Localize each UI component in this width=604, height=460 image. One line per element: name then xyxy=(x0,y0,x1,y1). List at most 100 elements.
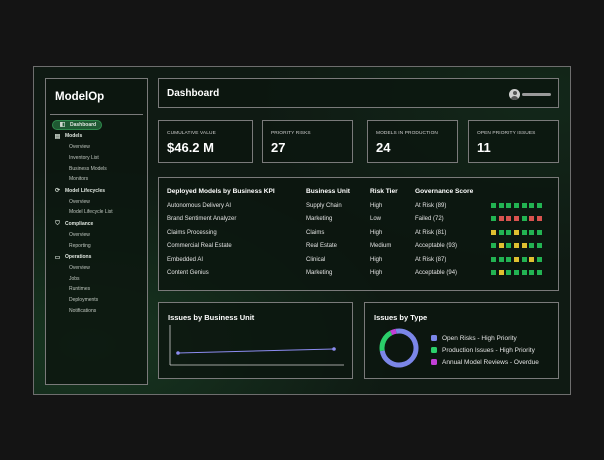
sidebar-item-label: Models xyxy=(65,133,83,140)
user-name-placeholder[interactable] xyxy=(522,93,551,96)
governance-indicator-green xyxy=(537,229,543,235)
table-cell-unit: Real Estate xyxy=(306,243,338,250)
legend-item[interactable]: Open Risks - High Priority xyxy=(431,332,539,344)
sidebar-subitem[interactable]: Deployments xyxy=(69,297,99,304)
governance-indicator-green xyxy=(506,256,512,262)
governance-indicator-green xyxy=(521,216,527,222)
legend-label: Annual Model Reviews - Overdue xyxy=(442,358,539,366)
sidebar-item-model-lifecycles[interactable]: ⟳ Model Lifecycles xyxy=(52,185,143,197)
legend-swatch xyxy=(431,335,437,341)
table-cell-unit: Supply Chain xyxy=(306,202,342,209)
governance-indicator-yellow xyxy=(514,229,520,235)
table-row[interactable]: Claims Processing Claims High At Risk (81) xyxy=(167,226,547,240)
shield-icon: ⛉ xyxy=(55,220,60,227)
legend-label: Production Issues - High Priority xyxy=(442,346,535,354)
governance-indicator-yellow xyxy=(491,229,496,235)
legend-swatch xyxy=(431,359,437,365)
issues-by-business-unit-panel: Issues by Business Unit xyxy=(158,302,353,379)
sidebar-subitem[interactable]: Overview xyxy=(69,144,90,150)
sidebar-subitem[interactable]: Reporting xyxy=(69,242,91,249)
governance-indicator-green xyxy=(521,229,527,235)
governance-indicators xyxy=(491,226,547,240)
column-header-risk-tier[interactable]: Risk Tier xyxy=(370,188,398,195)
active-nav-pill: ◧ Dashboard xyxy=(52,119,103,130)
issues-by-type-panel: Issues by Type Open Risks - High Priorit… xyxy=(364,302,559,379)
kpi-card-priority-risks: Priority Risks 27 xyxy=(262,120,353,163)
governance-indicator-red xyxy=(506,216,512,222)
sidebar-item-models[interactable]: ▤ Models xyxy=(52,131,143,143)
table-row[interactable]: Embedded AI Clinical High At Risk (87) xyxy=(167,253,547,267)
table-cell-model: Brand Sentiment Analyzer xyxy=(167,216,237,223)
governance-indicators xyxy=(491,199,547,213)
data-point[interactable] xyxy=(176,351,180,355)
legend-label: Open Risks - High Priority xyxy=(442,334,517,342)
governance-indicator-green xyxy=(521,256,527,262)
table-cell-tier: Medium xyxy=(370,243,392,250)
table-cell-score: Failed (72) xyxy=(415,216,444,223)
governance-indicator-yellow xyxy=(529,256,535,262)
sidebar-item-label: Model Lifecycles xyxy=(65,187,106,194)
table-cell-score: Acceptable (94) xyxy=(415,270,458,277)
table-row[interactable]: Commercial Real Estate Real Estate Medium A… xyxy=(167,240,547,254)
table-cell-tier: High xyxy=(370,202,383,209)
sidebar-subitem[interactable]: Notifications xyxy=(69,308,97,315)
kpi-value: 27 xyxy=(271,140,286,155)
table-cell-tier: High xyxy=(370,229,383,236)
governance-indicator-yellow xyxy=(521,243,527,249)
sidebar-item-dashboard[interactable]: ◧ Dashboard xyxy=(52,119,143,131)
kpi-value: 11 xyxy=(477,140,491,155)
column-header-business-unit[interactable]: Business Unit xyxy=(306,188,350,195)
governance-indicators xyxy=(491,240,547,254)
governance-indicator-green xyxy=(537,202,543,208)
kpi-card-open-priority-issues: Open Priority Issues 11 xyxy=(468,120,559,163)
deployed-models-table-panel: Deployed Models by Business KPI Business… xyxy=(158,177,559,291)
governance-indicator-green xyxy=(506,243,512,249)
sidebar-subitem[interactable]: Inventory List xyxy=(69,154,99,161)
governance-indicator-green xyxy=(491,216,496,222)
page-title: Dashboard xyxy=(167,88,220,99)
legend-item[interactable]: Annual Model Reviews - Overdue xyxy=(431,356,539,368)
governance-indicators xyxy=(491,267,547,281)
table-row[interactable]: Brand Sentiment Analyzer Marketing Low Fail… xyxy=(167,213,547,227)
donut-slice[interactable] xyxy=(379,328,419,368)
governance-indicator-green xyxy=(521,202,527,208)
sidebar: ModelOp ◧ Dashboard ▤ Models Overview Inven… xyxy=(45,78,148,385)
governance-indicator-red xyxy=(537,216,543,222)
table-row[interactable]: Content Genius Marketing High Acceptable (9… xyxy=(167,267,547,281)
governance-indicator-green xyxy=(491,202,496,208)
governance-indicator-green xyxy=(529,243,535,249)
issues-by-business-unit-chart xyxy=(169,325,344,366)
sidebar-subitem[interactable]: Overview xyxy=(69,264,90,271)
table-cell-model: Content Genius xyxy=(167,270,209,277)
governance-indicator-green xyxy=(514,202,520,208)
kpi-label: Cumulative Value xyxy=(167,131,216,136)
sidebar-subitem[interactable]: Runtimes xyxy=(69,286,91,293)
user-avatar-icon[interactable] xyxy=(509,89,520,100)
data-point[interactable] xyxy=(332,347,336,351)
table-body: Autonomous Delivery AI Supply Chain High At… xyxy=(167,199,547,280)
column-header-model[interactable]: Deployed Models by Business KPI xyxy=(167,188,275,195)
sidebar-subitem[interactable]: Model Lifecycle List xyxy=(69,209,113,216)
governance-indicator-green xyxy=(491,270,496,276)
governance-indicator-yellow xyxy=(498,243,504,249)
sidebar-subitem[interactable]: Jobs xyxy=(69,275,80,282)
governance-indicator-yellow xyxy=(514,256,520,262)
sidebar-subitem[interactable]: Overview xyxy=(69,231,90,238)
legend-item[interactable]: Production Issues - High Priority xyxy=(431,344,539,356)
kpi-card-models-in-production: Models in Production 24 xyxy=(367,120,458,163)
table-cell-unit: Clinical xyxy=(306,256,326,263)
table-row[interactable]: Autonomous Delivery AI Supply Chain High At… xyxy=(167,199,547,213)
sidebar-subitem[interactable]: Business Models xyxy=(69,165,107,172)
table-cell-score: At Risk (87) xyxy=(415,256,447,263)
kpi-label: Models in Production xyxy=(376,131,438,136)
sidebar-subitem[interactable]: Monitors xyxy=(69,176,89,183)
issues-by-type-donut xyxy=(379,328,419,368)
column-header-governance-score[interactable]: Governance Score xyxy=(415,188,474,195)
sidebar-item-label: Compliance xyxy=(65,221,94,228)
governance-indicator-green xyxy=(498,202,504,208)
dashboard-icon: ◧ xyxy=(59,122,66,129)
sidebar-item-operations[interactable]: ▭ Operations xyxy=(52,251,143,263)
governance-indicator-green xyxy=(491,256,496,262)
sidebar-subitem[interactable]: Overview xyxy=(69,198,90,205)
sidebar-item-compliance[interactable]: ⛉ Compliance xyxy=(52,218,143,230)
